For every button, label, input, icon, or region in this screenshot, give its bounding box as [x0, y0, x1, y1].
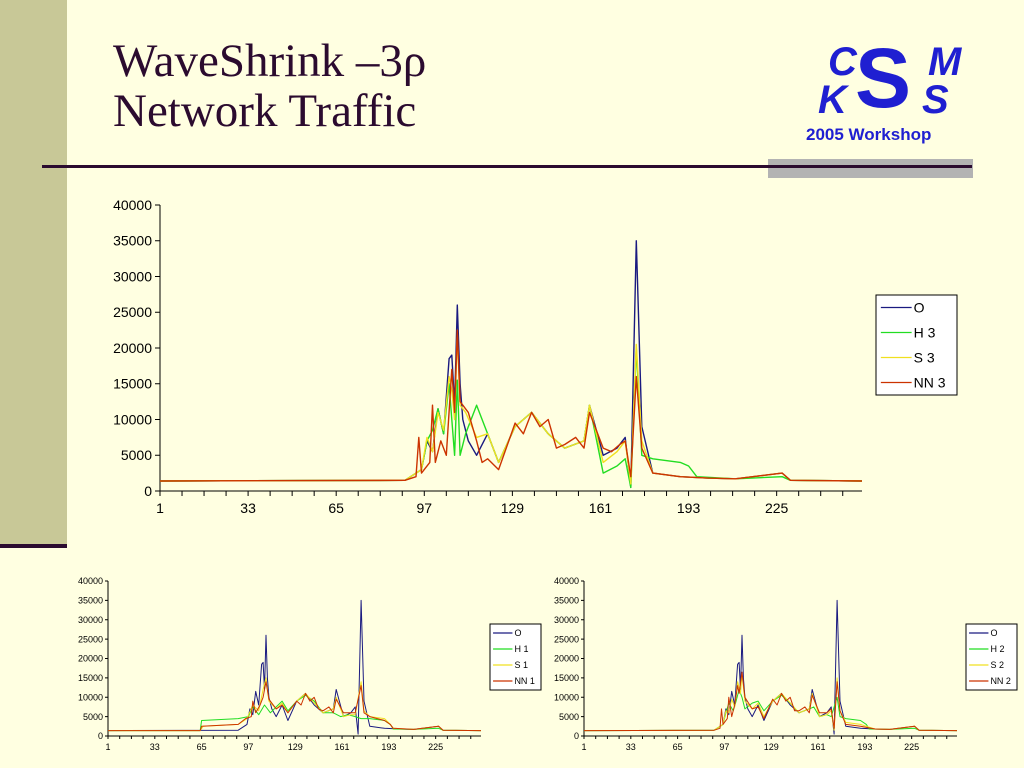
- slide-title: WaveShrink –3ρ Network Traffic: [113, 36, 426, 136]
- main-chart: 0 5000 10000 15000 20000 25000 30000 35000 40000…: [113, 197, 958, 516]
- y-tick-label: 40000: [78, 576, 103, 586]
- logo-letter-s: S: [922, 78, 949, 122]
- legend-label: S 1: [514, 660, 528, 670]
- logo-letter-c: C: [828, 40, 857, 84]
- legend-box: [875, 294, 958, 396]
- x-tick-label: 193: [857, 742, 872, 752]
- x-tick-label: 33: [240, 500, 256, 516]
- x-tick-label: 97: [416, 500, 432, 516]
- y-tick-label: 0: [98, 731, 103, 741]
- y-tick-label: 0: [144, 483, 152, 499]
- legend-label: H 2: [990, 644, 1004, 654]
- y-tick-label: 10000: [113, 411, 152, 427]
- y-tick-label: 25000: [113, 304, 152, 320]
- small-right-chart: 0 5000 10000 15000 20000 25000 30000 35000 40000…: [554, 576, 1018, 752]
- legend-label: O: [514, 628, 521, 638]
- x-tick-label: 97: [719, 742, 729, 752]
- legend-label: O: [990, 628, 997, 638]
- legend-label: NN 1: [514, 676, 535, 686]
- legend: O H 1 S 1 NN 1: [489, 623, 542, 691]
- logo-letter-m: M: [928, 40, 962, 84]
- small-left-chart: 0 5000 10000 15000 20000 25000 30000 35000 40000…: [78, 576, 542, 752]
- series-line-nn: [583, 671, 958, 732]
- legend-box: [965, 623, 1018, 691]
- series-line-h: [108, 694, 482, 732]
- y-tick-label: 20000: [113, 340, 152, 356]
- title-rule-accent: [768, 159, 973, 178]
- legend-box: [489, 623, 542, 691]
- y-tick-label: 30000: [113, 268, 152, 284]
- x-tick-label: 1: [105, 742, 110, 752]
- x-tick-label: 161: [589, 500, 613, 516]
- legend: O H 3 S 3 NN 3: [875, 294, 958, 396]
- y-tick-label: 35000: [78, 596, 103, 606]
- y-tick-label: 5000: [83, 712, 103, 722]
- logo-letter-big-s: S: [855, 31, 912, 125]
- x-tick-label: 225: [765, 500, 789, 516]
- x-tick-label: 161: [811, 742, 826, 752]
- x-tick-label: 33: [150, 742, 160, 752]
- y-tick-label: 25000: [554, 634, 579, 644]
- y-tick-label: 15000: [113, 376, 152, 392]
- x-tick-label: 225: [428, 742, 443, 752]
- series-line-h: [159, 347, 863, 489]
- y-tick-label: 0: [574, 731, 579, 741]
- x-tick-label: 33: [626, 742, 636, 752]
- logo-letter-k: K: [818, 78, 847, 122]
- y-tick-label: 15000: [78, 673, 103, 683]
- y-tick-label: 5000: [559, 712, 579, 722]
- x-tick-label: 129: [288, 742, 303, 752]
- legend-label: H 3: [914, 324, 936, 340]
- x-tick-label: 193: [677, 500, 701, 516]
- y-tick-label: 40000: [554, 576, 579, 586]
- y-tick-label: 10000: [554, 692, 579, 702]
- legend-label: H 1: [514, 644, 528, 654]
- legend-label: O: [914, 299, 925, 315]
- y-tick-label: 20000: [554, 654, 579, 664]
- y-tick-label: 15000: [554, 673, 579, 683]
- title-line-2: Network Traffic: [113, 85, 417, 137]
- left-decor-band: [0, 0, 67, 548]
- legend-label: S 3: [914, 349, 935, 365]
- logo-workshop-label: 2005 Workshop: [806, 125, 932, 144]
- x-tick-label: 129: [764, 742, 779, 752]
- x-tick-label: 1: [156, 500, 164, 516]
- y-tick-label: 35000: [113, 233, 152, 249]
- series-line-nn: [159, 329, 863, 482]
- left-band-rule: [0, 544, 67, 548]
- legend-label: NN 2: [990, 676, 1011, 686]
- x-tick-label: 65: [673, 742, 683, 752]
- x-tick-label: 65: [197, 742, 207, 752]
- legend-label: S 2: [990, 660, 1004, 670]
- series-line-o: [583, 599, 958, 735]
- y-tick-label: 30000: [554, 615, 579, 625]
- y-tick-label: 25000: [78, 634, 103, 644]
- csks-logo: S C M K S 2005 Workshop: [800, 31, 970, 148]
- x-tick-label: 1: [581, 742, 586, 752]
- y-tick-label: 5000: [121, 447, 152, 463]
- series-line-o: [159, 240, 863, 489]
- x-tick-label: 129: [501, 500, 525, 516]
- x-tick-label: 65: [328, 500, 344, 516]
- y-tick-label: 40000: [113, 197, 152, 213]
- legend-label: NN 3: [914, 374, 946, 390]
- x-tick-label: 193: [381, 742, 396, 752]
- x-tick-label: 225: [904, 742, 919, 752]
- x-tick-label: 161: [335, 742, 350, 752]
- series-line-h: [583, 689, 958, 732]
- series-line-nn: [108, 681, 482, 732]
- title-line-1: WaveShrink –3ρ: [113, 35, 427, 87]
- y-tick-label: 10000: [78, 692, 103, 702]
- x-tick-label: 97: [243, 742, 253, 752]
- series-line-s: [583, 673, 958, 732]
- y-tick-label: 35000: [554, 596, 579, 606]
- title-rule: [42, 165, 972, 168]
- series-line-s: [159, 333, 863, 485]
- y-tick-label: 30000: [78, 615, 103, 625]
- series-line-o: [107, 599, 482, 735]
- y-tick-label: 20000: [78, 654, 103, 664]
- legend: O H 2 S 2 NN 2: [965, 623, 1018, 691]
